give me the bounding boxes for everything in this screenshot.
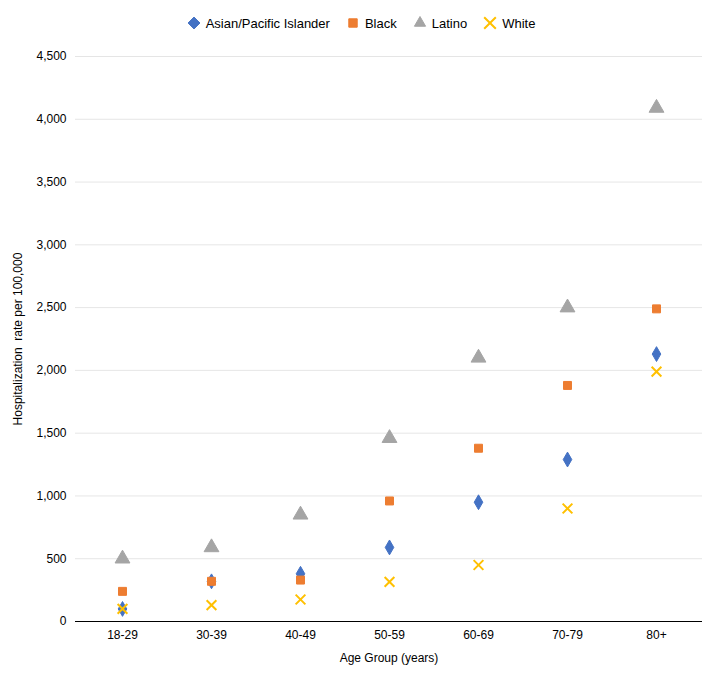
svg-text:3,000: 3,000 bbox=[36, 238, 66, 252]
svg-text:0: 0 bbox=[60, 614, 67, 628]
svg-text:2,500: 2,500 bbox=[36, 300, 66, 314]
svg-text:60-69: 60-69 bbox=[463, 628, 494, 642]
html-text:Asian/Pacific Islander: Asian/Pacific Islander bbox=[205, 15, 330, 31]
svg-text:1,500: 1,500 bbox=[36, 426, 66, 440]
svg-text:80+: 80+ bbox=[646, 628, 666, 642]
html-text:White: White bbox=[502, 15, 536, 31]
svg-text:30-39: 30-39 bbox=[196, 628, 227, 642]
svg-text:3,500: 3,500 bbox=[36, 175, 66, 189]
svg-text:50-59: 50-59 bbox=[374, 628, 405, 642]
svg-text:500: 500 bbox=[46, 552, 66, 566]
svg-text:40-49: 40-49 bbox=[285, 628, 316, 642]
svg-text:4,500: 4,500 bbox=[36, 49, 66, 63]
svg-text:18-29: 18-29 bbox=[107, 628, 138, 642]
html-text:Latino: Latino bbox=[431, 15, 468, 31]
svg-text:4,000: 4,000 bbox=[36, 112, 66, 126]
html-text:Black: Black bbox=[364, 15, 397, 31]
svg-text:1,000: 1,000 bbox=[36, 489, 66, 503]
svg-text:70-79: 70-79 bbox=[552, 628, 583, 642]
svg-text:Hospitalization rate per 100,: Hospitalization rate per 100,000 bbox=[11, 252, 25, 425]
svg-text:2,000: 2,000 bbox=[36, 363, 66, 377]
svg-text:Age Group (years): Age Group (years) bbox=[340, 651, 439, 665]
